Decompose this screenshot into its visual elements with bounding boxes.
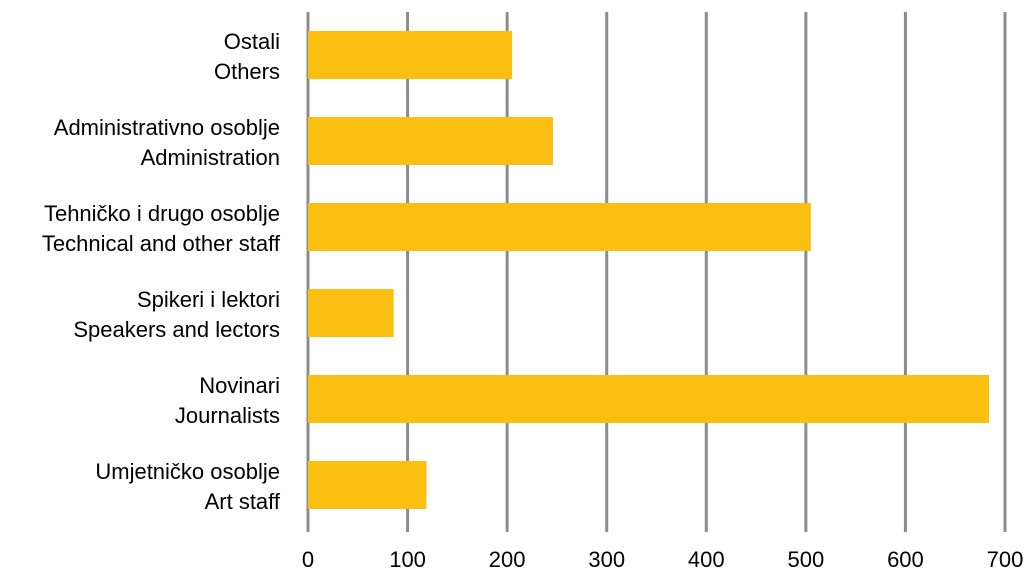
x-tick-label-0: 0 xyxy=(302,547,314,572)
category-label-2-line1: Administrativno osoblje xyxy=(54,115,280,140)
gridlines xyxy=(306,12,1007,532)
category-label-6-line1: Umjetničko osoblje xyxy=(95,459,280,484)
x-tick-label-200: 200 xyxy=(489,547,526,572)
x-tick-label-500: 500 xyxy=(787,547,824,572)
category-labels: Ostali Others Administrativno osoblje Admin… xyxy=(42,29,281,514)
x-tick-label-400: 400 xyxy=(688,547,725,572)
bar-4 xyxy=(308,289,394,337)
category-label-4-line2: Speakers and lectors xyxy=(73,317,280,342)
category-label-1-line1: Ostali xyxy=(224,29,280,54)
bar-2 xyxy=(308,117,553,165)
category-label-3-line1: Tehničko i drugo osoblje xyxy=(44,201,280,226)
category-label-3-line2: Technical and other staff xyxy=(42,231,281,256)
category-label-5-line1: Novinari xyxy=(199,373,280,398)
bar-3 xyxy=(308,203,811,251)
category-label-5-line2: Journalists xyxy=(175,403,280,428)
category-label-2-line2: Administration xyxy=(141,145,280,170)
x-tick-label-100: 100 xyxy=(389,547,426,572)
category-label-4-line1: Spikeri i lektori xyxy=(137,287,280,312)
bar-1 xyxy=(308,31,513,79)
bar-5 xyxy=(308,375,990,423)
x-tick-label-300: 300 xyxy=(588,547,625,572)
bars xyxy=(308,31,990,509)
bar-6 xyxy=(308,461,427,509)
x-tick-label-600: 600 xyxy=(887,547,924,572)
x-axis-tick-labels: 0 100 200 300 400 500 600 700 xyxy=(302,547,1023,572)
x-tick-label-700: 700 xyxy=(987,547,1024,572)
category-label-6-line2: Art staff xyxy=(205,489,281,514)
category-label-1-line2: Others xyxy=(214,59,280,84)
